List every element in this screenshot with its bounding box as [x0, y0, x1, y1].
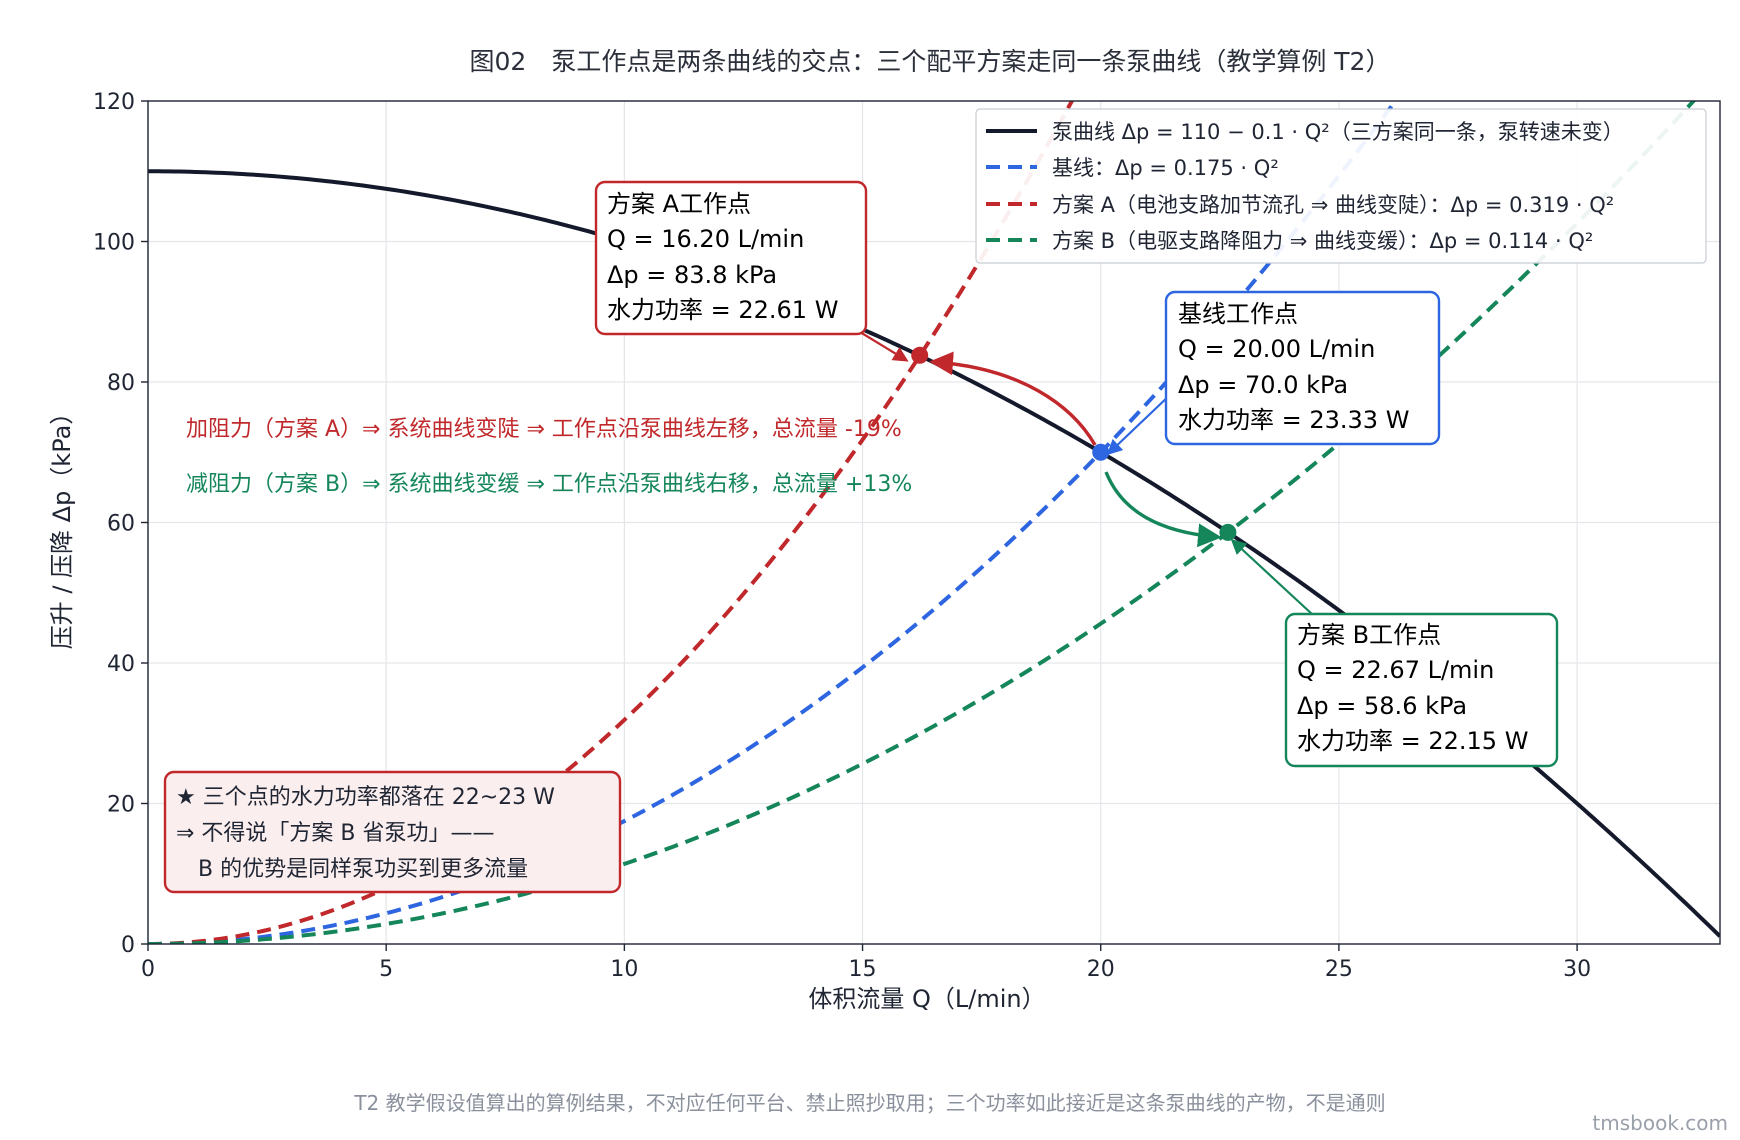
- footnote: T2 教学假设值算出的算例结果，不对应任何平台、禁止照抄取用；三个功率如此接近是…: [353, 1091, 1385, 1115]
- annotation-a-frame: [594, 180, 868, 336]
- legend: 泵曲线 Δp = 110 − 0.1 · Q²（三方案同一条，泵转速未变） 基线…: [975, 108, 1707, 264]
- annotation-b-dp: Δp = 58.6 kPa: [1297, 692, 1467, 720]
- operating-points: [911, 346, 1237, 541]
- legend-label-pump: 泵曲线 Δp = 110 − 0.1 · Q²（三方案同一条，泵转速未变）: [1052, 120, 1624, 144]
- annotation-a-power: 水力功率 = 22.61 W: [607, 296, 838, 324]
- star-note-line-3: B 的优势是同样泵功买到更多流量: [176, 857, 528, 882]
- annotation-baseline-dp: Δp = 70.0 kPa: [1178, 371, 1348, 399]
- series-line-3: [148, 101, 1697, 944]
- series-line-1: [148, 101, 1398, 944]
- annotation-b-title: 方案 B工作点: [1297, 621, 1441, 649]
- legend-frame: [975, 108, 1707, 264]
- legend-label-b: 方案 B（电驱支路降阻力 ⇒ 曲线变缓）：Δp = 0.114 · Q²: [1052, 229, 1593, 253]
- y-tick-label: 40: [107, 652, 135, 677]
- y-tick-label: 120: [93, 90, 135, 115]
- star-note-line-2: ⇒ 不得说「方案 B 省泵功」——: [176, 821, 495, 846]
- annotation-baseline-frame: [1164, 290, 1441, 446]
- watermark: tmsbook.com: [1592, 1111, 1728, 1135]
- operating-point-A: [911, 346, 929, 364]
- base-to-a-arrow: [929, 351, 1097, 446]
- annotation-b-q: Q = 22.67 L/min: [1297, 656, 1494, 684]
- star-note-line-1: ★ 三个点的水力功率都落在 22~23 W: [176, 785, 555, 810]
- y-tick-label: 0: [121, 933, 135, 958]
- operating-point-B: [1219, 523, 1237, 541]
- y-tick-label: 100: [93, 231, 135, 256]
- operating-point-base: [1092, 443, 1110, 461]
- annotation-b-power: 水力功率 = 22.15 W: [1297, 727, 1528, 755]
- annotation-b: 方案 B工作点 Q = 22.67 L/min Δp = 58.6 kPa 水力…: [1284, 612, 1559, 768]
- base-callout-arrow: [1106, 392, 1173, 456]
- x-tick-label: 5: [379, 957, 393, 982]
- b-callout-arrow: [1230, 538, 1314, 616]
- x-tick-label: 10: [610, 957, 638, 982]
- annotation-a: 方案 A工作点 Q = 16.20 L/min Δp = 83.8 kPa 水力…: [594, 180, 868, 336]
- legend-label-a: 方案 A（电池支路加节流孔 ⇒ 曲线变陡）：Δp = 0.319 · Q²: [1052, 193, 1614, 217]
- x-tick-label: 25: [1325, 957, 1353, 982]
- annotation-a-title: 方案 A工作点: [607, 190, 751, 218]
- star-note: ★ 三个点的水力功率都落在 22~23 W ⇒ 不得说「方案 B 省泵功」—— …: [163, 770, 622, 894]
- base-to-b-arrow: [1104, 471, 1222, 548]
- annotation-baseline-q: Q = 20.00 L/min: [1178, 335, 1375, 363]
- annotation-a-dp: Δp = 83.8 kPa: [607, 261, 777, 289]
- axis-ticks: 0 5 10 15 20 25 30 0 20 40 60 80 100 120: [93, 90, 1591, 982]
- annotation-baseline-power: 水力功率 = 23.33 W: [1178, 406, 1409, 434]
- x-tick-label: 0: [141, 957, 155, 982]
- x-tick-label: 30: [1563, 957, 1591, 982]
- y-tick-label: 20: [107, 793, 135, 818]
- x-axis-title: 体积流量 Q（L/min）: [808, 985, 1045, 1013]
- star-note-frame: [163, 770, 622, 894]
- annotation-b-frame: [1284, 612, 1559, 768]
- note-plan-a: 加阻力（方案 A）⇒ 系统曲线变陡 ⇒ 工作点沿泵曲线左移，总流量 -19%: [186, 417, 902, 442]
- annotation-baseline-title: 基线工作点: [1178, 300, 1298, 328]
- a-callout-arrow: [859, 331, 909, 362]
- legend-label-baseline: 基线：Δp = 0.175 · Q²: [1052, 156, 1279, 180]
- y-tick-label: 80: [107, 371, 135, 396]
- annotation-baseline: 基线工作点 Q = 20.00 L/min Δp = 70.0 kPa 水力功率…: [1164, 290, 1441, 446]
- x-tick-label: 20: [1087, 957, 1115, 982]
- annotation-a-q: Q = 16.20 L/min: [607, 225, 804, 253]
- y-axis-title: 压升 / 压降 Δp（kPa）: [48, 401, 76, 650]
- x-tick-label: 15: [849, 957, 877, 982]
- chart-title: 图02 泵工作点是两条曲线的交点：三个配平方案走同一条泵曲线（教学算例 T2）: [470, 47, 1391, 76]
- note-plan-b: 减阻力（方案 B）⇒ 系统曲线变缓 ⇒ 工作点沿泵曲线右移，总流量 +13%: [186, 472, 912, 497]
- y-tick-label: 60: [107, 512, 135, 537]
